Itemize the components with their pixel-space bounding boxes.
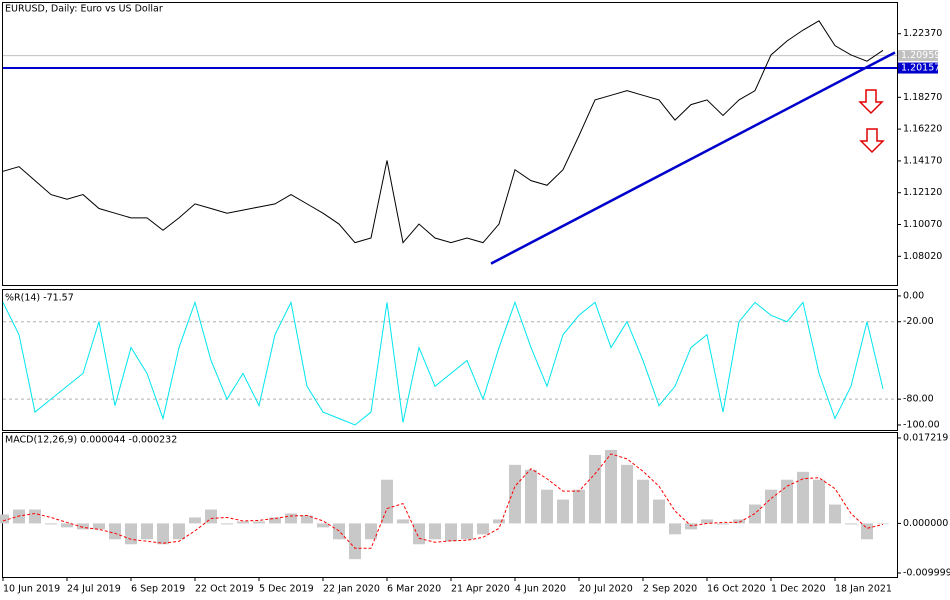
histogram-bar xyxy=(221,523,233,525)
price-label-box xyxy=(898,50,938,62)
down-arrow xyxy=(859,128,885,154)
y-tick-label: 1.12120 xyxy=(903,187,942,198)
histogram-bar xyxy=(861,523,873,540)
x-tick-label: 22 Jan 2020 xyxy=(323,584,380,595)
histogram-bar xyxy=(477,523,489,535)
histogram-bar xyxy=(157,523,169,545)
y-tick-label: -0.009999 xyxy=(903,568,950,579)
y-tick-label: -80.00 xyxy=(903,394,934,405)
y-tick-label: 0.00 xyxy=(903,290,924,301)
x-tick-label: 5 Dec 2019 xyxy=(259,584,314,595)
histogram-bar xyxy=(797,471,809,524)
indicator-title: %R(14) -71.57 xyxy=(5,293,74,304)
histogram-bar xyxy=(173,523,185,540)
histogram-bar xyxy=(429,523,441,540)
x-tick-label: 2 Sep 2020 xyxy=(643,584,697,595)
histogram-bar xyxy=(717,523,729,525)
histogram-bar xyxy=(573,489,585,524)
price-line-series xyxy=(2,300,884,426)
histogram-bar xyxy=(413,523,425,545)
histogram-bar xyxy=(29,509,41,524)
price-label: 1.20157 xyxy=(901,63,940,74)
histogram-bar xyxy=(381,479,393,524)
histogram-bar xyxy=(141,523,153,540)
histogram-bar xyxy=(461,523,473,540)
y-tick-label: -20.00 xyxy=(903,316,934,327)
x-tick-label: 1 Dec 2020 xyxy=(771,584,826,595)
histogram-bar xyxy=(525,469,537,524)
histogram-bar xyxy=(845,523,857,525)
histogram-bar xyxy=(397,519,409,524)
histogram-bar xyxy=(605,449,617,524)
down-arrow xyxy=(858,89,884,115)
price-label-box xyxy=(898,62,938,74)
y-tick-label: 0.000000 xyxy=(903,518,948,529)
histogram-bar xyxy=(653,499,665,524)
histogram-bar xyxy=(301,515,313,524)
x-tick-label: 6 Mar 2020 xyxy=(387,584,441,595)
x-tick-label: 6 Sep 2019 xyxy=(131,584,185,595)
histogram-bar xyxy=(93,523,105,530)
y-tick-label: 1.18270 xyxy=(903,92,942,103)
histogram-bar xyxy=(669,523,681,535)
wpr-frame xyxy=(2,289,898,431)
histogram-bar xyxy=(813,479,825,524)
price-frame xyxy=(2,2,898,286)
histogram-bar xyxy=(765,489,777,524)
x-tick-label: 16 Oct 2020 xyxy=(707,584,766,595)
price-line-series xyxy=(2,20,884,244)
histogram-bar xyxy=(189,517,201,524)
histogram-bar xyxy=(621,464,633,524)
histogram-bar xyxy=(701,519,713,524)
histogram-bar xyxy=(829,504,841,524)
x-tick-label: 18 Jan 2021 xyxy=(835,584,892,595)
histogram-bar xyxy=(365,523,377,540)
histogram-bar xyxy=(0,514,9,524)
trendline xyxy=(490,51,896,265)
histogram-bar xyxy=(541,489,553,524)
signal-line xyxy=(2,453,884,549)
histogram-bar xyxy=(109,523,121,540)
histogram-bar xyxy=(589,454,601,524)
y-tick-label: 1.22370 xyxy=(903,28,942,39)
histogram-bar xyxy=(205,509,217,524)
macd-frame xyxy=(2,432,898,578)
x-tick-label: 10 Jun 2019 xyxy=(3,584,60,595)
histogram-bar xyxy=(45,523,57,525)
histogram-bar xyxy=(237,521,249,524)
x-tick-label: 24 Jul 2019 xyxy=(67,584,121,595)
histogram-bar xyxy=(733,519,745,524)
histogram-bar xyxy=(125,523,137,545)
x-tick-label: 21 Apr 2020 xyxy=(451,584,510,595)
histogram-bar xyxy=(557,499,569,524)
price-label: 1.20959 xyxy=(901,50,940,61)
histogram-bar xyxy=(637,479,649,524)
y-tick-label: 1.10070 xyxy=(903,219,942,230)
y-tick-label: 1.14170 xyxy=(903,155,942,166)
histogram-bar xyxy=(269,517,281,524)
indicator-title: MACD(12,26,9) 0.000044 -0.000232 xyxy=(5,435,177,446)
histogram-bar xyxy=(285,513,297,524)
x-tick-label: 20 Jul 2020 xyxy=(579,584,633,595)
histogram-bar xyxy=(445,523,457,542)
x-tick-label: 22 Oct 2019 xyxy=(195,584,254,595)
histogram-bar xyxy=(349,523,361,560)
y-tick-label: 1.08020 xyxy=(903,251,942,262)
histogram-bar xyxy=(877,523,889,524)
x-tick-label: 4 Jun 2020 xyxy=(515,584,566,595)
chart-title: EURUSD, Daily: Euro vs US Dollar xyxy=(5,4,163,15)
histogram-bar xyxy=(253,521,265,524)
histogram-bar xyxy=(61,523,73,528)
y-tick-label: 1.16220 xyxy=(903,124,942,135)
histogram-bar xyxy=(493,519,505,524)
histogram-bar xyxy=(333,523,345,540)
histogram-bar xyxy=(509,464,521,524)
histogram-bar xyxy=(781,479,793,524)
y-tick-label: 0.017219 xyxy=(903,432,948,443)
histogram-bar xyxy=(317,523,329,528)
histogram-bar xyxy=(77,523,89,530)
y-tick-label: -100.00 xyxy=(903,419,940,430)
